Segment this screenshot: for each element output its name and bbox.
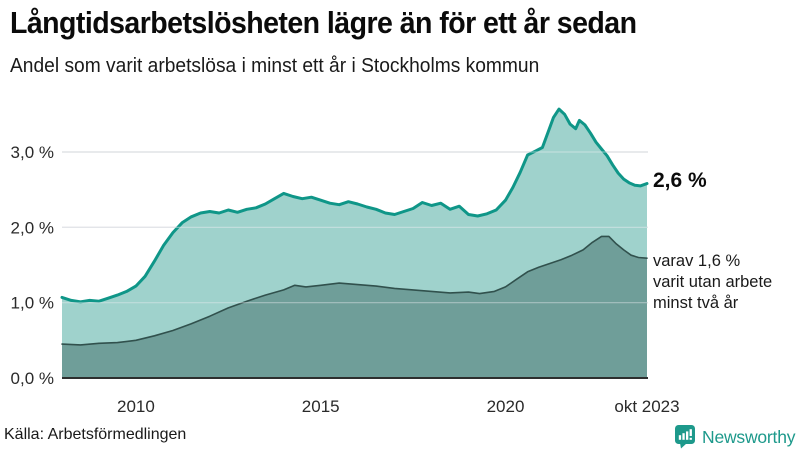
secondary-value-label: varav 1,6 % varit utan arbete minst två … (653, 251, 772, 314)
brand-name: Newsworthy (702, 426, 796, 447)
x-tick-label: 2015 (302, 397, 340, 416)
x-tick-label: 2010 (117, 397, 155, 416)
series-area-2 (62, 236, 647, 378)
latest-value-label: 2,6 % (653, 169, 707, 192)
y-tick-label: 2,0 % (11, 218, 54, 237)
chart-subtitle: Andel som varit arbetslösa i minst ett å… (10, 55, 540, 77)
y-tick-label: 3,0 % (11, 143, 54, 162)
secondary-value-line3: minst två år (653, 294, 739, 312)
secondary-value-line2: varit utan arbete (653, 273, 773, 291)
secondary-value-line1: varav 1,6 % (653, 252, 741, 270)
newsworthy-logo[interactable]: Newsworthy (675, 424, 796, 450)
x-tick-label: 2020 (487, 397, 525, 416)
newsworthy-bar-chart-icon (675, 425, 696, 449)
y-tick-label: 0,0 % (11, 369, 54, 388)
source-text: Källa: Arbetsförmedlingen (4, 426, 187, 443)
series-line-1 (60, 107, 649, 304)
series-line-2 (61, 235, 648, 346)
chart-title: Långtidsarbetslösheten lägre än för ett … (10, 5, 637, 40)
y-tick-label: 1,0 % (11, 294, 54, 313)
x-tick-label: okt 2023 (614, 397, 679, 416)
